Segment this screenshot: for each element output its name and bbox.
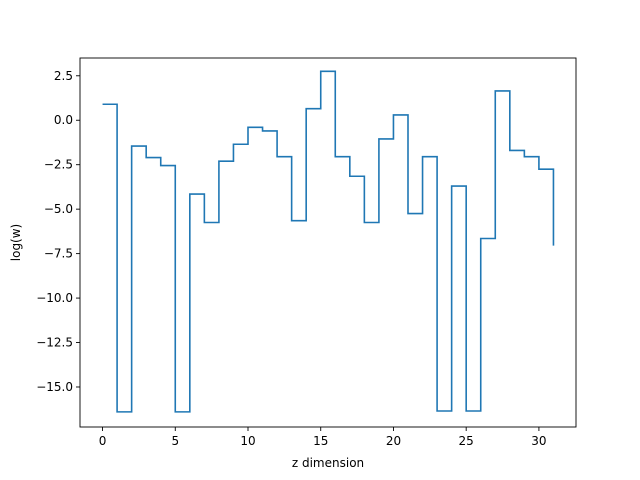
series-layer	[102, 70, 555, 413]
y-axis-label: log(w)	[9, 224, 23, 261]
y-tick-label: −5.0	[44, 202, 73, 216]
x-tick-label: 0	[99, 434, 107, 448]
y-tick-label: −12.5	[36, 336, 73, 350]
x-tick-label: 20	[386, 434, 401, 448]
y-tick-label: −7.5	[44, 247, 73, 261]
plot-frame	[79, 57, 577, 428]
y-tick-label: 2.5	[54, 69, 73, 83]
x-tick-label: 15	[313, 434, 328, 448]
x-tick-label: 10	[240, 434, 255, 448]
x-axis-label: z dimension	[292, 456, 364, 470]
y-axis-ticks: 2.5 0.0 −2.5 −5.0 −7.5 −10.0 −12.5 −15.0	[36, 69, 80, 394]
series-line-0	[102, 70, 555, 413]
y-tick-label: −15.0	[36, 380, 73, 394]
y-tick-label: −10.0	[36, 291, 73, 305]
y-tick-label: 0.0	[54, 113, 73, 127]
x-tick-label: 30	[531, 434, 546, 448]
x-axis-ticks: 0 5 10 15 20 25 30	[99, 427, 547, 448]
y-tick-label: −2.5	[44, 158, 73, 172]
x-tick-label: 25	[459, 434, 474, 448]
x-tick-label: 5	[171, 434, 179, 448]
